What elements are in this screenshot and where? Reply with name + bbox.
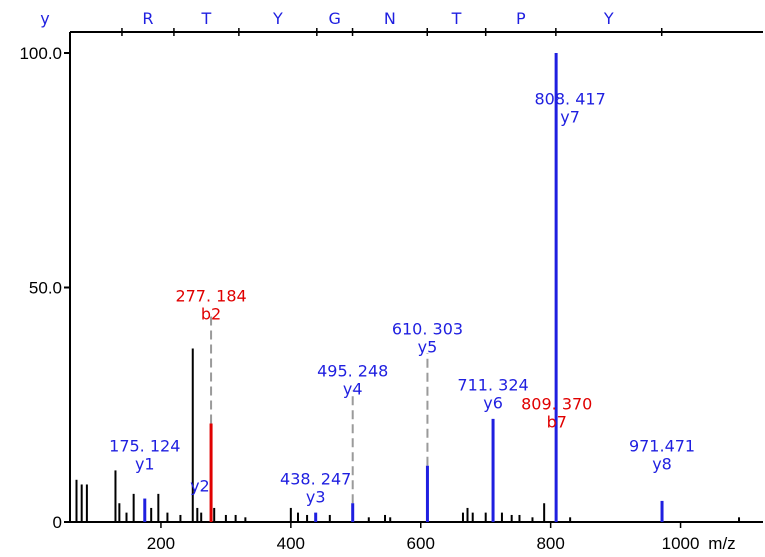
residue-letter: R [142, 9, 153, 28]
peak-label-mz: 808. 417 [535, 90, 606, 109]
residue-letter: N [384, 9, 396, 28]
peak-label-ion: y5 [418, 337, 438, 356]
y-tick-label: 100.0 [19, 44, 62, 63]
residue-letter: T [451, 9, 462, 28]
residue-letter: T [201, 9, 212, 28]
axes: 0 50.0 100.0 200 400 600 800 1000 [19, 32, 763, 553]
peak-label-ion: b7 [547, 412, 567, 431]
peak-label-mz: 175. 124 [109, 437, 180, 456]
peak-label-ion: y1 [135, 455, 155, 474]
y-tick-label: 50.0 [29, 279, 62, 298]
residue-letter: P [516, 9, 526, 28]
x-axis-label: m/z [708, 534, 735, 553]
residue-letter: Y [603, 9, 614, 28]
peak-label-ion: b2 [201, 305, 221, 324]
peaks [75, 53, 741, 522]
y-tick-label: 0 [53, 513, 62, 532]
peak-label-ion: y6 [483, 394, 503, 413]
peak-label-mz: 277. 184 [175, 287, 246, 306]
residue-letter: Y [272, 9, 283, 28]
peak-label-ion: y3 [306, 487, 326, 506]
peak-label-mz: 809. 370 [521, 394, 592, 413]
peak-label-ion: y8 [652, 455, 672, 474]
peak-label-mz: 971.471 [629, 437, 695, 456]
x-tick-label: 400 [277, 534, 305, 553]
peak-label-mz: 438. 247 [280, 469, 351, 488]
peak-label-mz: 610. 303 [392, 319, 463, 338]
peak-label-ion: y7 [560, 108, 580, 127]
x-tick-label: 200 [147, 534, 175, 553]
x-tick-label: 1000 [662, 534, 700, 553]
peak-label-mz: 495. 248 [317, 362, 388, 381]
residue-letter: G [328, 9, 340, 28]
x-tick-label: 600 [407, 534, 435, 553]
peak-label-mz: 711. 324 [457, 376, 528, 395]
guide-lines [210, 315, 429, 504]
x-tick-label: 800 [536, 534, 564, 553]
peak-label-ion: y2 [190, 477, 210, 496]
ion-series-label: y [40, 9, 49, 28]
peak-label-ion: y4 [343, 380, 363, 399]
